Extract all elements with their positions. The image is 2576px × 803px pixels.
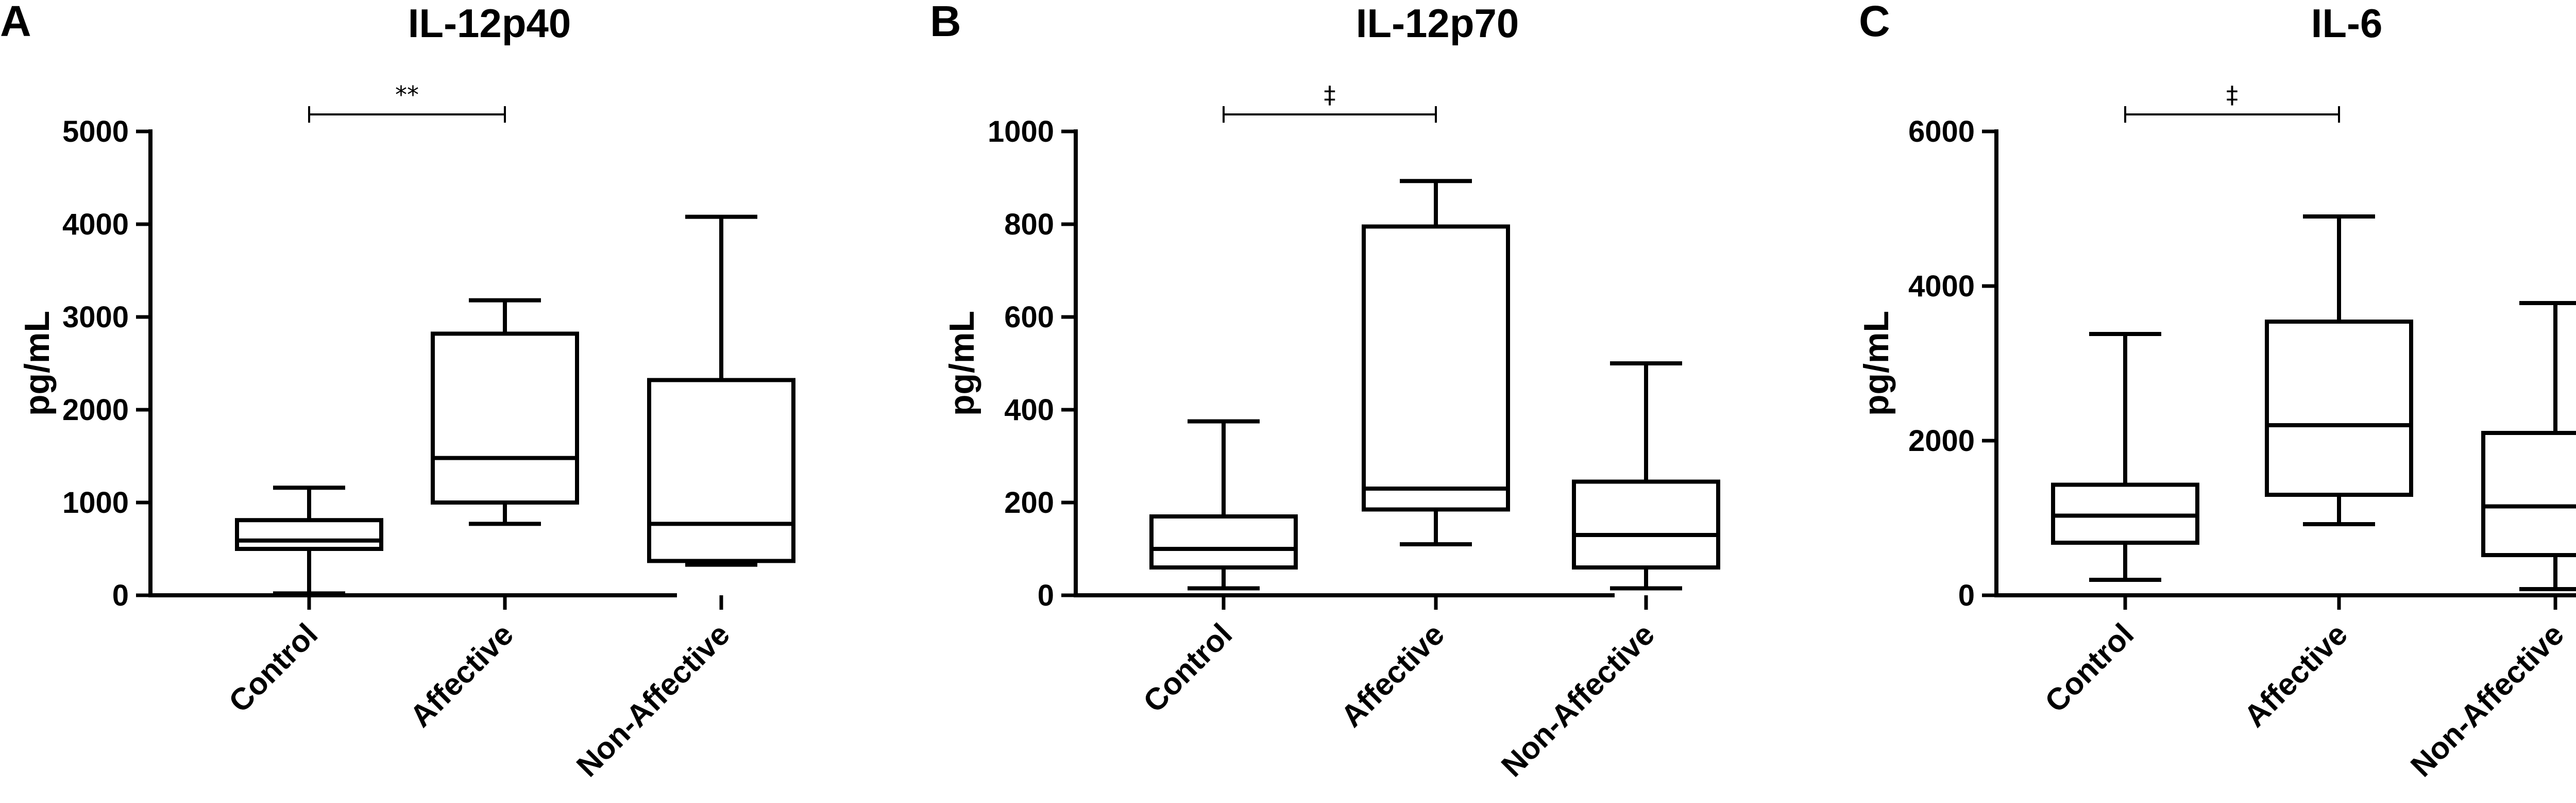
significance-label: ‡ xyxy=(2226,81,2238,109)
y-axis-label: pg/mL xyxy=(18,311,57,416)
panel-letter: B xyxy=(930,0,961,45)
x-tick-label: Control xyxy=(2038,617,2140,719)
panel-letter: A xyxy=(0,0,31,45)
iqr-box xyxy=(647,378,795,563)
chart-title: IL-6 xyxy=(2311,1,2383,46)
box-control: Control xyxy=(222,486,383,719)
chart-title: IL-12p40 xyxy=(408,1,571,46)
iqr-box xyxy=(2265,320,2413,497)
y-tick-label: 800 xyxy=(1004,208,1054,241)
y-tick-label: 3000 xyxy=(62,300,129,334)
significance-label: ** xyxy=(395,81,419,109)
y-tick-label: 1000 xyxy=(62,486,129,520)
y-tick-label: 400 xyxy=(1004,393,1054,427)
y-tick-label: 1000 xyxy=(988,115,1054,148)
y-tick-label: 4000 xyxy=(62,208,129,241)
x-tick-label: Affective xyxy=(2238,617,2354,734)
y-axis-label: pg/mL xyxy=(942,311,981,416)
x-tick-label: Affective xyxy=(1334,617,1451,734)
panel-b: B IL-12p70 pg/mL 0 200 400 600 800 1000 Control Af… xyxy=(930,0,1720,783)
box-non-affective: Non-Affective xyxy=(1495,361,1720,783)
box-affective: Affective xyxy=(2238,214,2413,734)
box-non-affective: Non-Affective xyxy=(2404,301,2576,783)
significance-bracket: ‡ xyxy=(2124,81,2340,123)
iqr-box xyxy=(431,331,579,505)
x-tick-label: Non-Affective xyxy=(570,617,736,783)
y-tick-label: 4000 xyxy=(1908,270,1975,303)
chart-title: IL-12p70 xyxy=(1356,1,1519,46)
significance-bracket: ** xyxy=(308,81,506,123)
y-tick-label: 200 xyxy=(1004,486,1054,520)
x-tick-label: Control xyxy=(222,617,324,719)
y-tick-label: 0 xyxy=(112,579,129,612)
box-affective: Affective xyxy=(403,298,579,734)
y-tick-label: 0 xyxy=(1038,579,1054,612)
y-tick-label: 2000 xyxy=(62,393,129,427)
x-tick-label: Affective xyxy=(403,617,520,734)
iqr-box xyxy=(1572,479,1720,570)
x-tick-label: Non-Affective xyxy=(1495,617,1661,783)
y-tick-label: 0 xyxy=(1958,579,1975,612)
iqr-box xyxy=(2481,431,2576,557)
y-tick-label: 6000 xyxy=(1908,115,1975,148)
significance-label: ‡ xyxy=(1324,81,1336,109)
iqr-box xyxy=(1362,224,1510,512)
box-non-affective: Non-Affective xyxy=(570,214,795,783)
y-tick-label: 2000 xyxy=(1908,424,1975,458)
panel-c: C IL-6 pg/mL 0 2000 4000 6000 Control Affective N… xyxy=(1857,0,2576,783)
y-tick-label: 600 xyxy=(1004,300,1054,334)
iqr-box xyxy=(1149,514,1298,570)
x-tick-label: Control xyxy=(1137,617,1239,719)
panel-letter: C xyxy=(1859,0,1890,45)
panel-a: A IL-12p40 pg/mL 0 1000 2000 3000 4000 5000 Contr… xyxy=(0,0,795,783)
y-axis-label: pg/mL xyxy=(1857,311,1896,416)
box-affective: Affective xyxy=(1334,179,1510,734)
box-control: Control xyxy=(2038,332,2199,719)
x-tick-label: Non-Affective xyxy=(2404,617,2570,783)
significance-bracket: ‡ xyxy=(1223,81,1437,123)
y-tick-label: 5000 xyxy=(62,115,129,148)
box-control: Control xyxy=(1137,419,1298,719)
iqr-box xyxy=(235,518,383,551)
